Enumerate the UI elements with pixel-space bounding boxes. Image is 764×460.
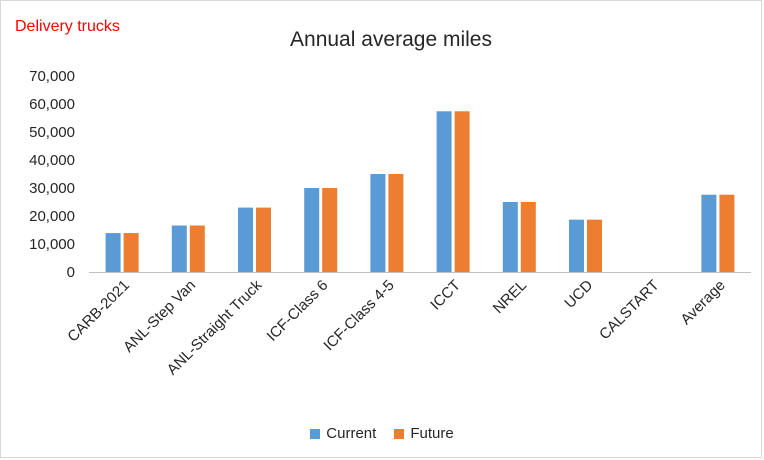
bar-future <box>256 207 271 272</box>
bar-future <box>719 194 735 272</box>
legend-item-future: Future <box>394 425 454 442</box>
bar-current <box>238 207 253 272</box>
x-tick-label: ICF-Class 4-5 <box>320 277 397 354</box>
bar-future <box>322 188 338 272</box>
bar-current <box>502 202 518 272</box>
legend-swatch-current <box>310 428 321 439</box>
bar-current <box>436 111 452 272</box>
bar-future <box>454 111 470 272</box>
y-tick-label: 70,000 <box>29 68 75 85</box>
bar-current <box>171 225 187 272</box>
x-tick-label: UCD <box>561 277 596 312</box>
corner-note: Delivery trucks <box>15 18 120 35</box>
legend-label-future: Future <box>410 425 454 442</box>
bar-future <box>388 174 404 272</box>
x-tick-label: CALSTART <box>596 277 662 343</box>
bar-current <box>569 219 584 272</box>
y-tick-label: 0 <box>67 264 75 281</box>
y-tick-label: 30,000 <box>29 180 75 197</box>
legend-item-current: Current <box>310 425 376 442</box>
legend-label-current: Current <box>326 425 377 442</box>
x-tick-label: Average <box>677 277 728 328</box>
bar-current <box>105 233 121 272</box>
legend: Current Future <box>1 425 763 442</box>
chart-title: Annual average miles <box>290 28 492 51</box>
x-tick-label: ICCT <box>427 277 464 314</box>
y-tick-label: 40,000 <box>29 152 75 169</box>
y-tick-label: 10,000 <box>29 236 75 253</box>
bar-current <box>304 188 320 272</box>
legend-swatch-future <box>394 428 405 439</box>
x-tick-label: ICF-Class 6 <box>264 277 332 345</box>
y-tick-label: 20,000 <box>29 208 75 225</box>
bar-current <box>370 174 386 272</box>
bar-current <box>701 194 717 272</box>
y-tick-label: 50,000 <box>29 124 75 141</box>
y-tick-label: 60,000 <box>29 96 75 113</box>
bar-future <box>189 225 205 272</box>
bar-future <box>520 202 536 272</box>
bar-future <box>587 219 602 272</box>
bar-future <box>123 233 139 272</box>
x-tick-label: NREL <box>490 277 530 317</box>
x-tick-label: CARB-2021 <box>64 277 133 346</box>
